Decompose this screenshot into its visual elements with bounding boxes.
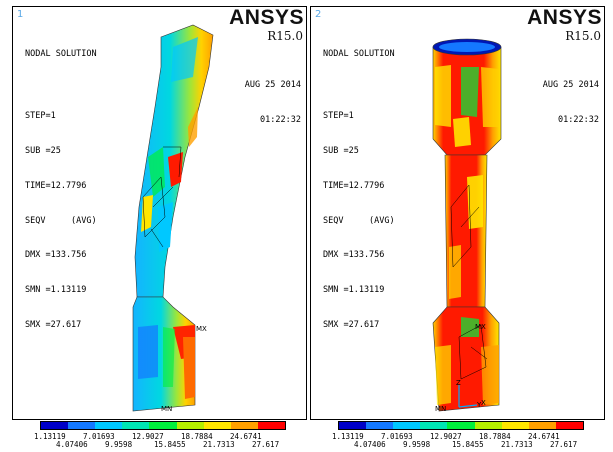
timestamp: AUG 25 2014 01:22:32: [543, 57, 599, 150]
ansys-logo: ANSYS: [527, 6, 602, 29]
legend-color-bar: [338, 421, 584, 430]
timestamp: AUG 25 2014 01:22:32: [245, 57, 301, 150]
legend-value: 21.7313: [501, 440, 533, 449]
legend-swatch: [366, 422, 394, 429]
legend-value: 1.13119: [34, 432, 66, 441]
min-marker: MN: [161, 405, 172, 413]
version-label: R15.0: [267, 29, 303, 43]
legend-swatch: [474, 422, 502, 429]
legend-swatch: [230, 422, 258, 429]
legend-value: 12.9027: [430, 432, 462, 441]
legend-value: 12.9027: [132, 432, 164, 441]
legend-value: 21.7313: [203, 440, 235, 449]
legend-swatch: [528, 422, 556, 429]
legend-value: 27.617: [550, 440, 578, 449]
sub-text: SUB =25: [25, 145, 61, 156]
legend-value: 4.07406: [56, 440, 88, 449]
smn-text: SMN =1.13119: [25, 285, 87, 296]
legend-value: 15.8455: [154, 440, 186, 449]
contour-legend-1: 1.13119 7.01693 12.9027 18.7884 24.6741 4.07…: [12, 420, 305, 450]
viewport-number: 1: [17, 9, 24, 20]
legend-top-values: 1.13119 7.01693 12.9027 18.7884 24.6741: [332, 432, 577, 441]
legend-value: 7.01693: [381, 432, 413, 441]
date-text: AUG 25 2014: [542, 80, 599, 91]
stress-contour-plot-1[interactable]: MX MN: [13, 7, 306, 419]
solution-info: NODAL SOLUTION STEP=1 SUB =25 TIME=12.77…: [25, 26, 97, 355]
legend-top-values: 1.13119 7.01693 12.9027 18.7884 24.6741: [34, 432, 279, 441]
max-marker: MX: [196, 325, 207, 333]
legend-swatch: [420, 422, 448, 429]
dmx-text: DMX =133.756: [323, 250, 385, 261]
clock-text: 01:22:32: [260, 114, 301, 125]
legend-swatch: [41, 422, 69, 429]
ansys-logo: ANSYS: [229, 6, 304, 29]
legend-swatch: [257, 422, 285, 429]
smx-text: SMX =27.617: [323, 319, 380, 330]
stress-contour-plot-2[interactable]: Y Z X MX MN: [311, 7, 604, 419]
axis-y-label: Y: [476, 401, 482, 409]
legend-value: 18.7884: [479, 432, 511, 441]
legend-value: 27.617: [252, 440, 280, 449]
time-text: TIME=12.7796: [323, 180, 385, 191]
legend-swatch: [95, 422, 123, 429]
legend-swatch: [203, 422, 231, 429]
legend-value: 1.13119: [332, 432, 364, 441]
legend-bottom-values: 4.07406 9.9598 15.8455 21.7313 27.617: [56, 440, 301, 449]
seqv-text: SEQV (AVG): [25, 215, 97, 226]
legend-value: 15.8455: [452, 440, 484, 449]
time-text: TIME=12.7796: [25, 180, 87, 191]
smn-text: SMN =1.13119: [323, 285, 385, 296]
step-text: STEP=1: [25, 111, 56, 122]
solution-title: NODAL SOLUTION: [25, 49, 97, 60]
legend-value: 18.7884: [181, 432, 213, 441]
max-marker: MX: [475, 323, 486, 331]
date-text: AUG 25 2014: [244, 80, 301, 91]
legend-swatch: [501, 422, 529, 429]
legend-value: 9.9598: [403, 440, 431, 449]
smx-text: SMX =27.617: [25, 319, 82, 330]
axis-z-label: Z: [456, 379, 461, 387]
seqv-text: SEQV (AVG): [323, 215, 395, 226]
viewport-number: 2: [315, 9, 322, 20]
version-label: R15.0: [565, 29, 601, 43]
legend-swatch: [339, 422, 367, 429]
solution-info: NODAL SOLUTION STEP=1 SUB =25 TIME=12.77…: [323, 26, 395, 355]
viewport-2[interactable]: 2 NODAL SOLUTION STEP=1 SUB =25 TIME=12.…: [310, 6, 605, 420]
legend-swatch: [176, 422, 204, 429]
clock-text: 01:22:32: [558, 114, 599, 125]
sub-text: SUB =25: [323, 145, 359, 156]
legend-color-bar: [40, 421, 286, 430]
legend-value: 24.6741: [230, 432, 262, 441]
min-marker: MN: [435, 405, 446, 413]
contour-legend-2: 1.13119 7.01693 12.9027 18.7884 24.6741 4.07…: [310, 420, 603, 450]
viewport-1[interactable]: 1 NODAL SOLUTION STEP=1 SUB =25 TIME=12.…: [12, 6, 307, 420]
legend-bottom-values: 4.07406 9.9598 15.8455 21.7313 27.617: [354, 440, 599, 449]
step-text: STEP=1: [323, 111, 354, 122]
legend-value: 7.01693: [83, 432, 115, 441]
dmx-text: DMX =133.756: [25, 250, 87, 261]
solution-title: NODAL SOLUTION: [323, 49, 395, 60]
legend-swatch: [555, 422, 583, 429]
legend-swatch: [149, 422, 177, 429]
legend-swatch: [447, 422, 475, 429]
legend-value: 9.9598: [105, 440, 133, 449]
legend-value: 4.07406: [354, 440, 386, 449]
legend-swatch: [122, 422, 150, 429]
legend-swatch: [393, 422, 421, 429]
legend-swatch: [68, 422, 96, 429]
legend-value: 24.6741: [528, 432, 560, 441]
axis-x-label: X: [481, 399, 486, 407]
